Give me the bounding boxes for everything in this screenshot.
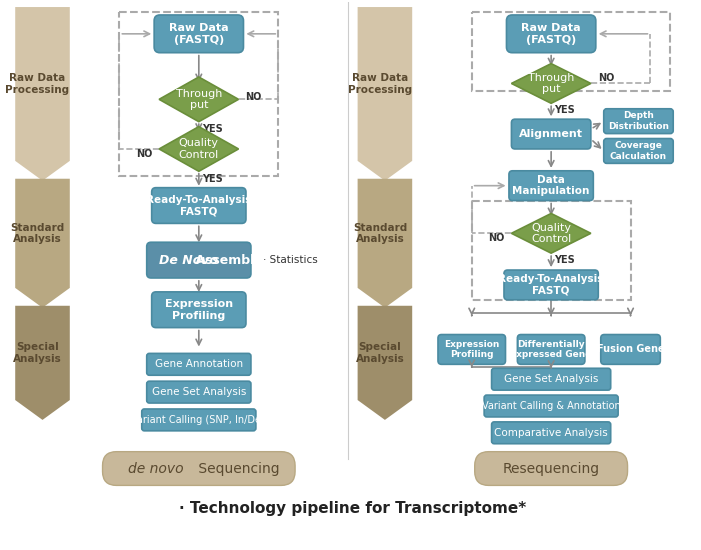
Text: Special
Analysis: Special Analysis [355, 342, 404, 364]
Text: Through
put: Through put [528, 73, 574, 94]
FancyBboxPatch shape [507, 15, 596, 53]
FancyBboxPatch shape [491, 368, 611, 390]
FancyBboxPatch shape [151, 188, 246, 223]
FancyBboxPatch shape [509, 171, 593, 201]
FancyBboxPatch shape [151, 292, 246, 328]
Text: YES: YES [202, 174, 222, 184]
Text: Coverage
Calculation: Coverage Calculation [610, 141, 667, 161]
Text: Variant Calling & Annotation: Variant Calling & Annotation [482, 401, 620, 411]
Text: Resequencing: Resequencing [503, 461, 599, 476]
Text: Raw Data
(FASTQ): Raw Data (FASTQ) [169, 23, 229, 45]
Text: Ready-To-Analysis
FASTQ: Ready-To-Analysis FASTQ [498, 274, 604, 296]
FancyBboxPatch shape [604, 139, 673, 163]
Text: Expression
Profiling: Expression Profiling [165, 299, 233, 321]
Text: YES: YES [554, 255, 575, 265]
Text: NO: NO [136, 149, 152, 159]
FancyBboxPatch shape [102, 452, 295, 486]
Text: Quality
Control: Quality Control [179, 138, 219, 160]
FancyBboxPatch shape [147, 381, 251, 403]
Text: Gene Set Analysis: Gene Set Analysis [151, 387, 246, 397]
Text: Depth
Distribution: Depth Distribution [608, 112, 669, 131]
Bar [119, 12, 278, 176]
Bar [472, 12, 670, 91]
Text: de novo: de novo [128, 461, 184, 476]
Text: Standard
Analysis: Standard Analysis [11, 223, 64, 244]
Text: De Novo: De Novo [159, 254, 219, 267]
Text: Differentially
Expressed Gene: Differentially Expressed Gene [510, 340, 592, 359]
FancyBboxPatch shape [491, 422, 611, 444]
Text: NO: NO [598, 74, 614, 84]
Text: Expression
Profiling: Expression Profiling [444, 340, 499, 359]
Text: YES: YES [202, 124, 222, 134]
Polygon shape [159, 77, 238, 122]
Text: Quality
Control: Quality Control [531, 223, 571, 244]
FancyBboxPatch shape [475, 452, 627, 486]
Polygon shape [15, 179, 70, 308]
Bar [472, 201, 630, 300]
Text: NO: NO [488, 233, 505, 243]
FancyBboxPatch shape [504, 270, 598, 300]
Text: Sequencing: Sequencing [194, 461, 280, 476]
Text: Special
Analysis: Special Analysis [13, 342, 62, 364]
Text: Data
Manipulation: Data Manipulation [512, 175, 590, 196]
Text: Raw Data
(FASTQ): Raw Data (FASTQ) [522, 23, 581, 45]
FancyBboxPatch shape [604, 109, 673, 134]
FancyBboxPatch shape [484, 395, 618, 417]
FancyBboxPatch shape [147, 242, 251, 278]
Text: Gene Set Analysis: Gene Set Analysis [504, 374, 599, 384]
FancyBboxPatch shape [438, 334, 505, 364]
Text: Alignment: Alignment [519, 129, 583, 139]
Text: · Technology pipeline for Transcriptome*: · Technology pipeline for Transcriptome* [179, 500, 526, 516]
FancyBboxPatch shape [154, 15, 243, 53]
Text: Gene Annotation: Gene Annotation [155, 359, 243, 369]
Polygon shape [512, 213, 591, 253]
Text: Comparative Analysis: Comparative Analysis [494, 428, 608, 438]
Polygon shape [15, 306, 70, 420]
FancyBboxPatch shape [601, 334, 660, 364]
FancyBboxPatch shape [142, 409, 256, 431]
Polygon shape [358, 7, 412, 181]
Text: Through
put: Through put [176, 89, 222, 110]
FancyBboxPatch shape [147, 354, 251, 375]
Text: Ready-To-Analysis
FASTQ: Ready-To-Analysis FASTQ [146, 195, 252, 216]
Text: NO: NO [245, 92, 262, 102]
Text: Raw Data
Processing: Raw Data Processing [6, 73, 69, 95]
Polygon shape [15, 7, 70, 181]
Text: Raw Data
Processing: Raw Data Processing [348, 73, 412, 95]
Text: Fusion Gene: Fusion Gene [597, 344, 665, 354]
Text: Standard
Analysis: Standard Analysis [353, 223, 407, 244]
Polygon shape [358, 306, 412, 420]
Polygon shape [159, 126, 238, 171]
FancyBboxPatch shape [512, 119, 591, 149]
Text: · Statistics: · Statistics [264, 255, 318, 265]
FancyBboxPatch shape [517, 334, 585, 364]
Text: Variant Calling (SNP, In/Del): Variant Calling (SNP, In/Del) [130, 415, 267, 425]
Text: Assembly: Assembly [191, 254, 262, 267]
Polygon shape [512, 64, 591, 103]
Polygon shape [358, 179, 412, 308]
Text: YES: YES [554, 105, 575, 115]
